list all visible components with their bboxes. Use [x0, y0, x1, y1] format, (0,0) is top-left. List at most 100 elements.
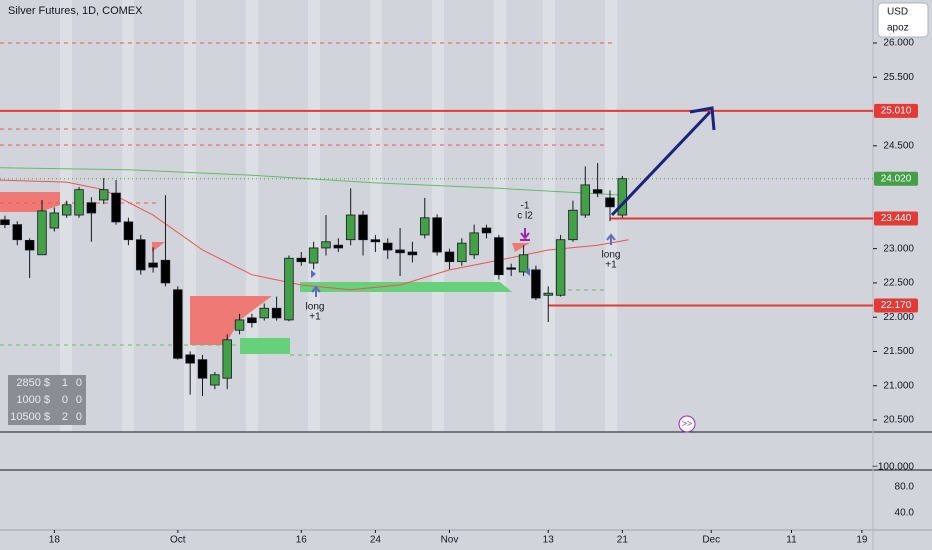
sell-arrow — [520, 228, 530, 241]
x-tick-label: 24 — [370, 535, 382, 546]
dashed-levels — [0, 42, 612, 356]
price-badge — [874, 103, 918, 118]
candle-body — [259, 307, 269, 319]
x-tick-label: Nov — [441, 535, 459, 546]
candle-body — [321, 241, 331, 249]
candle-body — [432, 217, 442, 253]
y-tick-label: 21.500 — [883, 346, 914, 357]
projection-arrow — [610, 110, 712, 217]
annotation: long — [602, 250, 621, 261]
candle-body — [0, 219, 10, 226]
candle-body — [123, 221, 134, 241]
y-tick-label: 26.000 — [883, 38, 914, 49]
price-badge — [874, 171, 918, 186]
y-tick-label: 22.000 — [883, 312, 914, 323]
price-badge-label: 22.170 — [881, 300, 912, 311]
price-badge-label: 24.020 — [881, 173, 912, 184]
stats-cell: 1 — [62, 377, 68, 389]
candle-body — [457, 242, 467, 263]
y-tick-label: 24.500 — [883, 140, 914, 151]
lower-tick-label: −100.000 — [872, 462, 914, 473]
candle-body — [494, 237, 504, 276]
candle-body — [308, 247, 319, 264]
marker — [311, 270, 316, 278]
stats-cell: 0 — [76, 377, 82, 389]
candle-body — [580, 184, 591, 216]
candle-body — [444, 251, 455, 263]
currency[interactable]: USD — [887, 7, 908, 18]
candle-body — [148, 262, 158, 268]
stats-cell: 0 — [62, 394, 68, 406]
candle-body — [234, 319, 245, 331]
supply-zone — [512, 243, 530, 252]
candle-body — [420, 217, 430, 236]
candle-body — [407, 251, 418, 256]
y-tick-label: 23.000 — [883, 243, 914, 254]
candle-body — [555, 239, 566, 296]
annotation: -1 — [521, 201, 530, 212]
x-tick-label: Dec — [702, 535, 720, 546]
candle-body — [333, 244, 344, 249]
candle-body — [383, 242, 393, 251]
stats-cell: 0 — [76, 394, 82, 406]
price-badge — [874, 298, 918, 313]
candle-body — [111, 192, 121, 223]
candle-body — [37, 210, 47, 256]
x-tick-label: Oct — [170, 535, 186, 546]
candle-body — [543, 292, 553, 296]
candle-body — [86, 202, 97, 214]
candle-body — [395, 249, 405, 254]
candle-body — [271, 307, 282, 319]
candle-body — [247, 317, 257, 324]
candle-body — [136, 239, 146, 271]
annotation: long — [306, 302, 325, 313]
candle-body — [12, 224, 23, 241]
candle-body — [345, 214, 356, 241]
candle-body — [173, 289, 183, 359]
stats-cell: 10500 $ — [10, 411, 50, 423]
user[interactable]: apoz — [887, 23, 909, 34]
annotation: +1 — [309, 312, 321, 323]
buy-arrow — [311, 285, 321, 297]
currency-box[interactable] — [877, 2, 929, 38]
supply-zone — [0, 192, 60, 212]
candle-body — [296, 257, 307, 263]
candle-body — [99, 189, 109, 201]
candle-body — [617, 178, 628, 216]
candle-body — [605, 197, 615, 208]
annotation: +1 — [605, 260, 617, 271]
candle-body — [481, 227, 492, 234]
x-tick-label: 13 — [543, 535, 555, 546]
chart-title: Silver Futures, 1D, COMEX — [8, 5, 143, 17]
x-tick-label: 16 — [296, 535, 308, 546]
candle-body — [358, 214, 368, 241]
y-tick-label: 22.500 — [883, 278, 914, 289]
candle-body — [222, 339, 232, 379]
zones — [0, 192, 530, 354]
candle-body — [185, 354, 195, 364]
price-badge — [874, 211, 918, 226]
candle-body — [49, 212, 60, 229]
price-badge-label: 23.440 — [881, 213, 912, 224]
stats-cell: 2 — [62, 411, 68, 423]
stats-cell: 1000 $ — [16, 394, 50, 406]
demand-zone — [240, 338, 290, 354]
x-tick-label: 21 — [617, 535, 629, 546]
candle-body — [284, 257, 294, 321]
stats-cell: 2850 $ — [16, 377, 50, 389]
x-tick-label: 18 — [49, 535, 61, 546]
candle-body — [568, 209, 578, 241]
candle-body — [210, 374, 220, 386]
replay-icon-glyph[interactable]: >> — [682, 418, 693, 428]
candle-body — [469, 232, 479, 256]
moving-average — [0, 167, 623, 196]
replay-icon[interactable] — [678, 415, 696, 433]
x-tick-label: 11 — [786, 535, 797, 546]
candle-body — [370, 239, 381, 243]
stats-cell: 0 — [76, 411, 82, 423]
annotation: c l2 — [517, 211, 533, 222]
candle-body — [160, 259, 171, 284]
supply-zone — [152, 242, 165, 252]
